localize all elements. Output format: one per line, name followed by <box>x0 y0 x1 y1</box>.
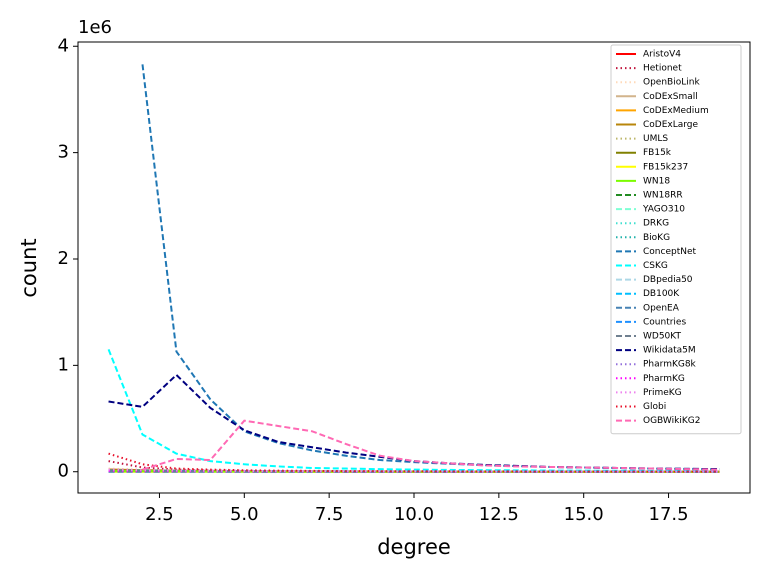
legend-box <box>610 44 742 435</box>
x-tick-label: 17.5 <box>649 504 689 525</box>
legend-label: CoDExSmall <box>643 92 698 102</box>
legend-label: PharmKG <box>643 374 685 384</box>
legend-label: OpenBioLink <box>643 78 700 88</box>
legend-label: Hetionet <box>643 64 682 74</box>
legend-label: PrimeKG <box>643 388 682 398</box>
legend-label: FB15k237 <box>643 162 688 172</box>
y-tick-label: 4 <box>58 35 69 56</box>
legend-label: WN18RR <box>643 191 683 201</box>
y-axis-label: count <box>17 238 41 297</box>
legend-label: UMLS <box>643 134 668 144</box>
legend-label: Countries <box>643 317 686 327</box>
legend-label: Wikidata5M <box>643 346 696 356</box>
x-tick-label: 10.0 <box>394 504 434 525</box>
legend-label: OpenEA <box>643 303 680 313</box>
legend-label: CoDExLarge <box>643 120 699 130</box>
legend-label: OGBWikiKG2 <box>643 416 700 426</box>
x-tick-label: 15.0 <box>564 504 604 525</box>
plot-frame <box>77 41 751 494</box>
y-tick-label: 0 <box>58 461 69 482</box>
legend-label: DB100K <box>643 289 680 299</box>
y-tick-label: 3 <box>58 142 69 163</box>
legend-label: YAGO310 <box>642 205 685 215</box>
legend-label: FB15k <box>643 148 672 158</box>
legend-label: CoDExMedium <box>643 106 709 116</box>
legend-label: PharmKG8k <box>643 360 697 370</box>
x-tick-label: 7.5 <box>315 504 344 525</box>
series-line <box>108 468 720 473</box>
series-line <box>108 452 720 473</box>
legend-label: ConceptNet <box>643 247 696 257</box>
legend-label: DBpedia50 <box>643 275 693 285</box>
x-axis-label: degree <box>377 535 451 559</box>
legend-label: AristoV4 <box>643 50 681 60</box>
legend-label: BioKG <box>643 233 670 243</box>
offset-text: 1e6 <box>78 17 112 38</box>
x-tick-label: 12.5 <box>479 504 519 525</box>
legend-label: DRKG <box>643 219 669 229</box>
legend-label: WD50KT <box>643 332 681 342</box>
x-tick-label: 5.0 <box>230 504 259 525</box>
legend-label: CSKG <box>643 261 668 271</box>
y-tick-label: 2 <box>58 248 69 269</box>
legend-label: WN18 <box>643 176 670 186</box>
y-tick-label: 1 <box>58 354 69 375</box>
legend-label: Globi <box>643 402 666 412</box>
series-line <box>142 419 720 471</box>
x-tick-label: 2.5 <box>145 504 174 525</box>
